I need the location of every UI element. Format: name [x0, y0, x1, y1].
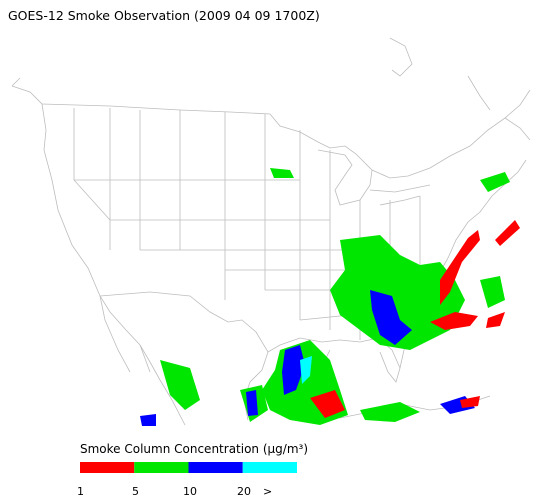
- legend-tick-label: 1: [77, 485, 84, 498]
- legend-tick-label: 20: [237, 485, 251, 498]
- baja: [99, 295, 151, 373]
- canada-border: [41, 89, 531, 179]
- smoke-patch: [140, 414, 156, 426]
- smoke-patch: [330, 235, 465, 350]
- smoke-patch: [246, 390, 258, 416]
- smoke-patch: [460, 396, 480, 408]
- smoke-patch: [360, 402, 420, 422]
- coastline: [11, 85, 186, 426]
- smoke-patch: [370, 290, 412, 345]
- smoke-patch: [486, 312, 505, 328]
- smoke-patch: [480, 172, 510, 192]
- legend-swatch: [80, 462, 135, 473]
- legend-tick-label: >: [263, 485, 272, 498]
- canada-north: [11, 37, 531, 141]
- smoke-patch: [480, 276, 505, 308]
- smoke-patches: [140, 168, 520, 426]
- smoke-patch: [282, 345, 305, 395]
- smoke-patch: [160, 360, 200, 410]
- smoke-patch: [495, 220, 520, 246]
- great-lakes: [317, 149, 431, 206]
- legend-tick-label: 10: [183, 485, 197, 498]
- smoke-patch: [300, 356, 312, 384]
- legend-title: Smoke Column Concentration (µg/m³): [80, 442, 308, 456]
- legend-swatch: [134, 462, 189, 473]
- legend-tick-label: 5: [132, 485, 139, 498]
- legend-swatch: [188, 462, 243, 473]
- legend-swatch: [242, 462, 297, 473]
- title: GOES-12 Smoke Observation (2009 04 09 17…: [8, 8, 320, 23]
- smoke-patch: [310, 390, 345, 418]
- smoke-patch: [270, 168, 294, 178]
- smoke-patch: [430, 312, 478, 330]
- legend: 1 5 10 20 >: [77, 462, 297, 498]
- smoke-patch: [440, 230, 480, 305]
